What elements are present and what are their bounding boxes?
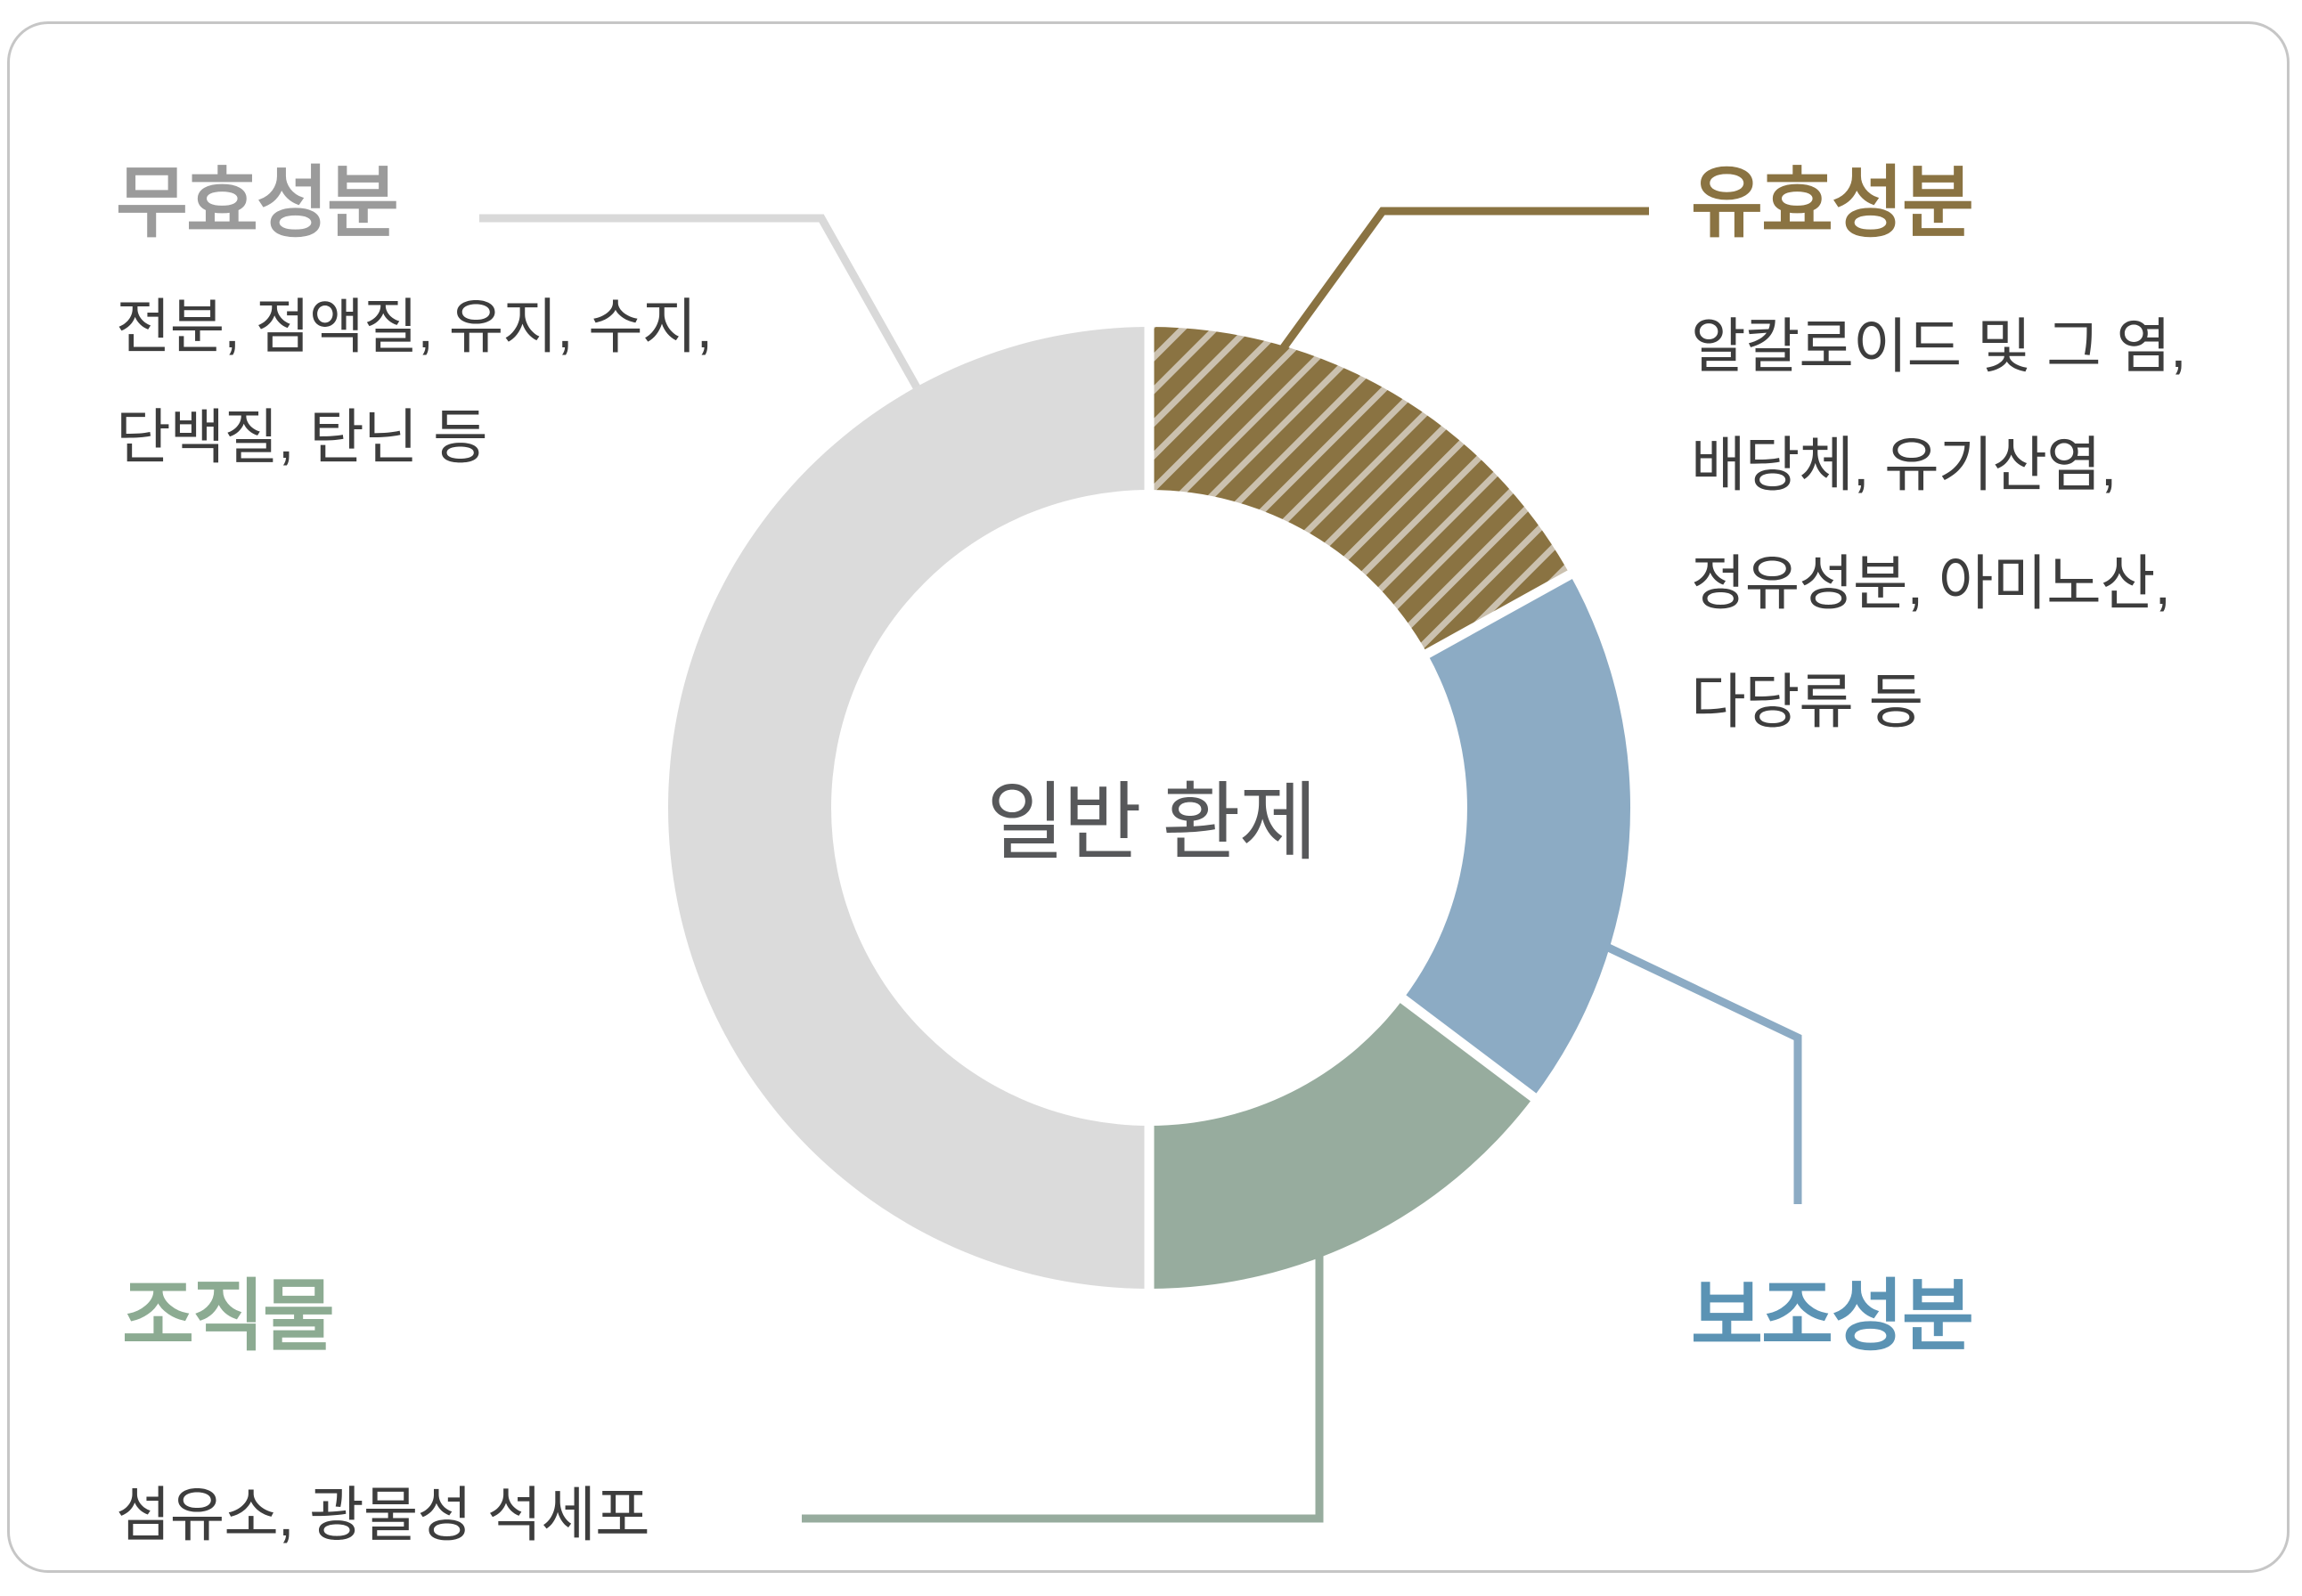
label-active-ingredients: 유효성분 bbox=[1691, 159, 1974, 247]
callout-line-active bbox=[1254, 207, 1649, 386]
desc-line: 배당체, 유기산염, bbox=[1691, 432, 2117, 499]
desc-tissue-material: 섬유소, 광물성 석세포 bbox=[116, 1461, 650, 1571]
donut-segment-active bbox=[1149, 327, 1571, 654]
segment-gap-line bbox=[1420, 567, 1578, 661]
callout-line-auxiliary bbox=[1599, 940, 1802, 1204]
label-auxiliary-ingredients: 보조성분 bbox=[1691, 1272, 1974, 1360]
desc-line: 단백질, 탄닌 등 bbox=[116, 404, 488, 471]
label-inactive-ingredients: 무효성분 bbox=[116, 159, 399, 247]
donut-segment-auxiliary bbox=[1403, 574, 1631, 1097]
donut-segment-tissue bbox=[1149, 998, 1534, 1289]
desc-line: 섬유소, 광물성 석세포 bbox=[116, 1482, 650, 1549]
desc-line: 전분, 점액질, 유지, 수지, bbox=[116, 294, 713, 361]
donut-segment-inactive bbox=[668, 327, 1149, 1289]
donut-center-label: 일반 환제 bbox=[986, 775, 1318, 871]
label-tissue-material: 조직물 bbox=[122, 1272, 335, 1360]
callout-line-inactive bbox=[479, 214, 948, 439]
desc-inactive-ingredients: 전분, 점액질, 유지, 수지, 단백질, 탄닌 등 bbox=[116, 273, 713, 493]
desc-active-ingredients: 알칼로이드 및 그 염, 배당체, 유기산염, 정유성분, 아미노산, 다당류 … bbox=[1691, 288, 2187, 761]
callout-line-tissue bbox=[802, 1256, 1324, 1523]
desc-line: 정유성분, 아미노산, bbox=[1691, 550, 2171, 617]
desc-line: 알칼로이드 및 그 염, bbox=[1691, 314, 2187, 380]
desc-line: 다당류 등 bbox=[1691, 669, 1923, 736]
segment-gap-line bbox=[1395, 991, 1541, 1104]
infographic-card bbox=[7, 21, 2290, 1573]
